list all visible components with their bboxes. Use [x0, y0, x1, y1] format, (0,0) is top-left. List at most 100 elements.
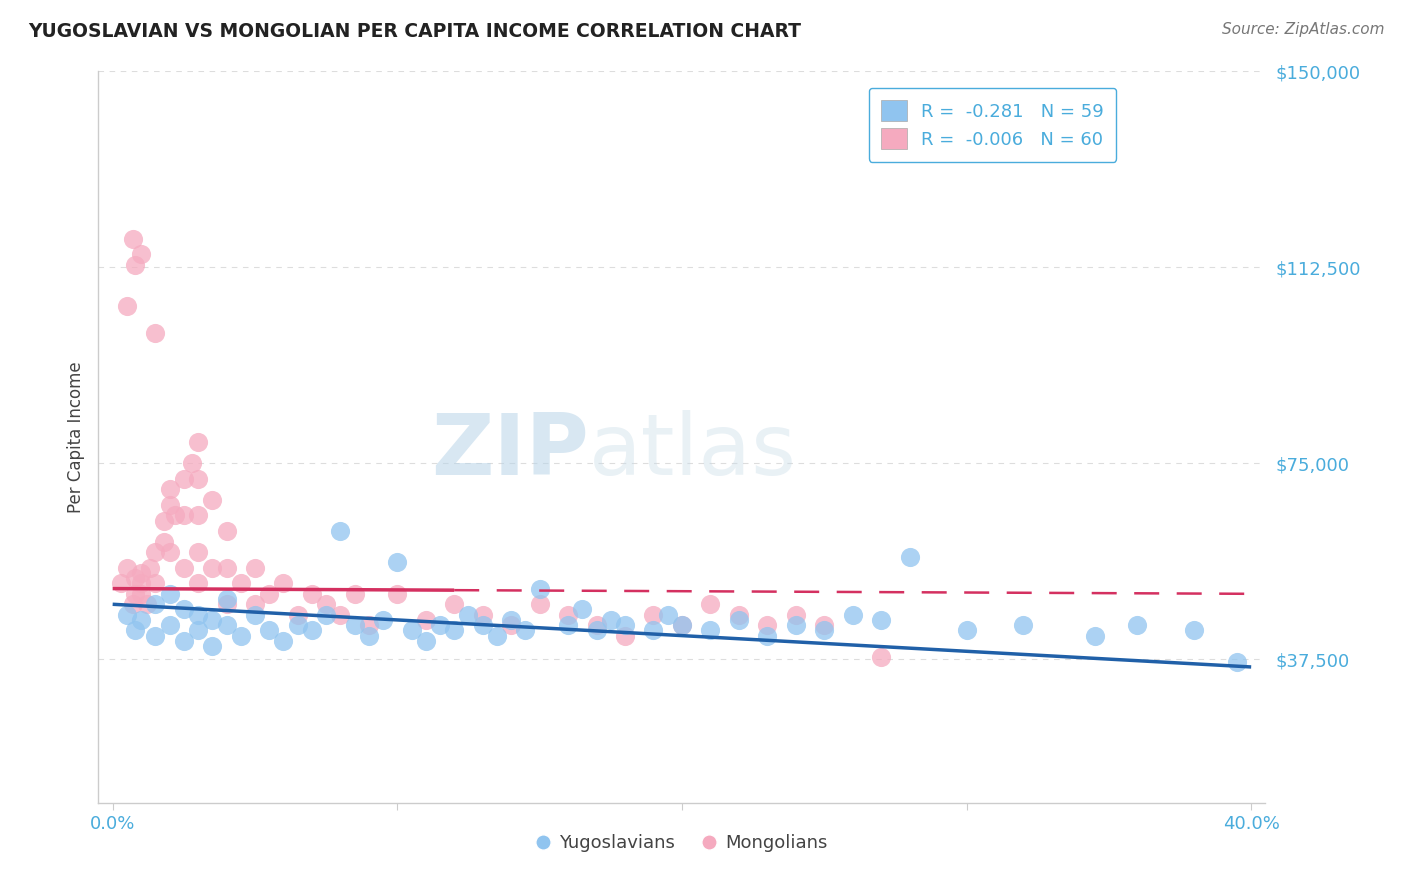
- Point: [585, 618, 607, 632]
- Point: [671, 618, 693, 632]
- Point: [557, 618, 579, 632]
- Point: [215, 524, 238, 538]
- Point: [243, 597, 266, 611]
- Point: [187, 607, 209, 622]
- Point: [813, 624, 835, 638]
- Point: [387, 556, 409, 570]
- Point: [471, 607, 494, 622]
- Point: [273, 633, 295, 648]
- Point: [371, 613, 394, 627]
- Point: [898, 550, 921, 565]
- Point: [115, 560, 138, 574]
- Point: [401, 624, 423, 638]
- Point: [415, 613, 437, 627]
- Point: [129, 247, 152, 261]
- Point: [315, 607, 337, 622]
- Point: [215, 560, 238, 574]
- Point: [756, 618, 779, 632]
- Text: atlas: atlas: [589, 410, 797, 493]
- Point: [173, 508, 195, 523]
- Point: [870, 613, 893, 627]
- Point: [614, 618, 637, 632]
- Point: [585, 624, 607, 638]
- Point: [343, 618, 366, 632]
- Point: [124, 258, 146, 272]
- Point: [129, 566, 152, 580]
- Point: [129, 576, 152, 591]
- Point: [657, 607, 679, 622]
- Point: [457, 607, 479, 622]
- Point: [841, 607, 863, 622]
- Point: [129, 613, 152, 627]
- Point: [159, 587, 181, 601]
- Point: [557, 607, 579, 622]
- Point: [287, 607, 309, 622]
- Point: [727, 613, 749, 627]
- Point: [671, 618, 693, 632]
- Point: [201, 492, 224, 507]
- Point: [955, 624, 977, 638]
- Point: [329, 524, 352, 538]
- Point: [215, 597, 238, 611]
- Point: [515, 624, 537, 638]
- Point: [443, 597, 465, 611]
- Point: [287, 618, 309, 632]
- Point: [257, 624, 280, 638]
- Point: [187, 545, 209, 559]
- Point: [429, 618, 451, 632]
- Point: [187, 624, 209, 638]
- Point: [243, 607, 266, 622]
- Point: [273, 576, 295, 591]
- Point: [571, 602, 593, 616]
- Point: [187, 472, 209, 486]
- Point: [813, 618, 835, 632]
- Y-axis label: Per Capita Income: Per Capita Income: [66, 361, 84, 513]
- Point: [187, 435, 209, 450]
- Legend: Yugoslavians, Mongolians: Yugoslavians, Mongolians: [529, 827, 835, 860]
- Point: [257, 587, 280, 601]
- Point: [315, 597, 337, 611]
- Point: [1182, 624, 1205, 638]
- Point: [159, 618, 181, 632]
- Point: [1084, 629, 1107, 643]
- Point: [124, 624, 146, 638]
- Point: [614, 629, 637, 643]
- Point: [173, 633, 195, 648]
- Point: [529, 582, 551, 596]
- Point: [159, 498, 181, 512]
- Point: [229, 629, 252, 643]
- Point: [143, 629, 166, 643]
- Point: [124, 587, 146, 601]
- Point: [181, 456, 204, 470]
- Point: [1126, 618, 1149, 632]
- Point: [699, 624, 721, 638]
- Point: [215, 618, 238, 632]
- Point: [387, 587, 409, 601]
- Point: [643, 624, 665, 638]
- Point: [173, 602, 195, 616]
- Text: ZIP: ZIP: [430, 410, 589, 493]
- Point: [159, 483, 181, 497]
- Point: [501, 618, 523, 632]
- Point: [201, 560, 224, 574]
- Point: [229, 576, 252, 591]
- Point: [1226, 655, 1249, 669]
- Point: [357, 618, 380, 632]
- Point: [153, 534, 176, 549]
- Point: [599, 613, 621, 627]
- Point: [187, 508, 209, 523]
- Point: [485, 629, 508, 643]
- Text: Source: ZipAtlas.com: Source: ZipAtlas.com: [1222, 22, 1385, 37]
- Point: [727, 607, 749, 622]
- Point: [357, 629, 380, 643]
- Point: [785, 607, 807, 622]
- Point: [1012, 618, 1035, 632]
- Point: [756, 629, 779, 643]
- Point: [301, 624, 323, 638]
- Point: [643, 607, 665, 622]
- Point: [699, 597, 721, 611]
- Point: [173, 560, 195, 574]
- Point: [124, 571, 146, 585]
- Point: [243, 560, 266, 574]
- Point: [143, 597, 166, 611]
